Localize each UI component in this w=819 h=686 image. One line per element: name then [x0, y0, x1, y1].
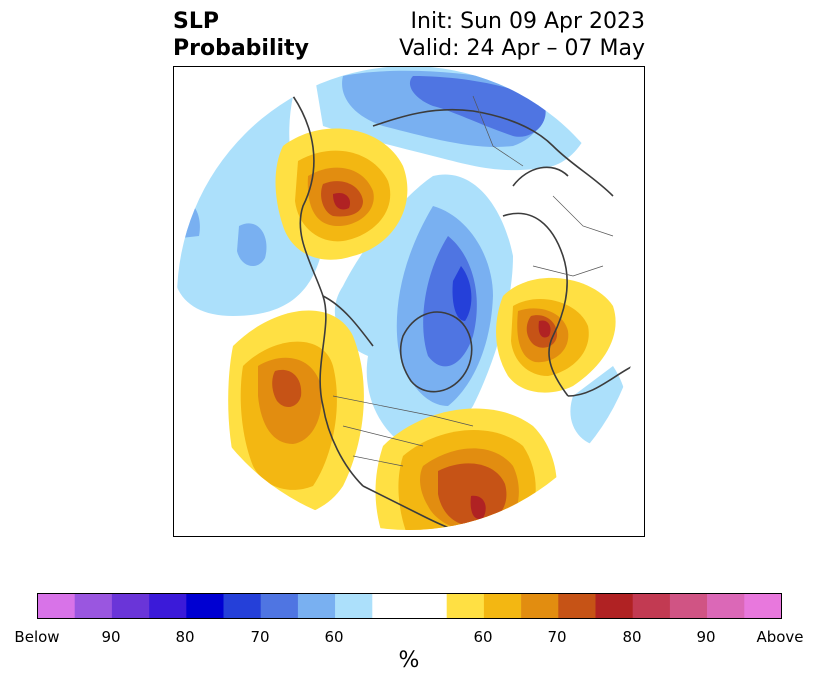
colorbar-segment — [111, 593, 150, 619]
colorbar-label-above: Above — [756, 628, 804, 646]
above-region-alaska-max — [333, 192, 351, 210]
above-region-pacific-90 — [272, 369, 302, 408]
title-variable: SLP — [173, 9, 219, 34]
coastlines — [292, 95, 634, 530]
colorbar-segment — [744, 593, 782, 619]
colorbar-segment — [74, 593, 113, 619]
colorbar-segment — [595, 593, 633, 619]
probability-map — [173, 66, 645, 537]
colorbar-label-above-60: 60 — [473, 628, 493, 646]
colorbar-border — [37, 593, 782, 619]
colorbar-segment — [37, 593, 75, 619]
colorbar-segment — [521, 593, 559, 619]
colorbar-label-below-80: 80 — [175, 628, 195, 646]
colorbar — [37, 593, 782, 619]
colorbar-segment — [707, 593, 745, 619]
colorbar-segment — [223, 593, 261, 619]
valid-range: Valid: 24 Apr – 07 May — [399, 36, 645, 61]
colorbar-segment — [297, 593, 336, 619]
colorbar-label-above-90: 90 — [696, 628, 716, 646]
colorbar-label-below-70: 70 — [250, 628, 270, 646]
above-region-atlantic-max — [470, 495, 486, 520]
colorbar-segment — [186, 593, 224, 619]
colorbar-segment — [669, 593, 708, 619]
colorbar-segment — [446, 593, 485, 619]
colorbar-segment — [632, 593, 671, 619]
colorbar-label-above-80: 80 — [622, 628, 642, 646]
above-region-atlantic-90 — [438, 463, 507, 526]
colorbar-segment — [335, 593, 373, 619]
colorbar-segment — [409, 593, 447, 619]
init-date: Init: Sun 09 Apr 2023 — [410, 9, 645, 34]
colorbar-segment — [149, 593, 187, 619]
below-region-arctic-deep — [423, 236, 477, 367]
title-left: SLP Probability — [173, 8, 309, 62]
colorbar-segment — [558, 593, 596, 619]
colorbar-label-below-60: 60 — [324, 628, 344, 646]
colorbar-label-below-90: 90 — [101, 628, 121, 646]
above-region-europe-max — [538, 320, 551, 338]
colorbar-segment — [372, 593, 410, 619]
title-product: Probability — [173, 36, 309, 61]
colorbar-label-below: Below — [14, 628, 60, 646]
colorbar-label-above-70: 70 — [547, 628, 567, 646]
colorbar-segment — [483, 593, 522, 619]
borders — [332, 95, 614, 467]
colorbar-unit: % — [398, 648, 420, 673]
colorbar-segment — [260, 593, 299, 619]
below-region-arctic-max — [452, 266, 472, 321]
title-right: Init: Sun 09 Apr 2023 Valid: 24 Apr – 07… — [399, 8, 645, 62]
below-region-pacific-core — [237, 223, 267, 267]
